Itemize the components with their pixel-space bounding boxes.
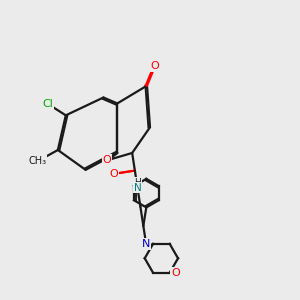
- Text: O: O: [103, 155, 111, 165]
- Text: N: N: [134, 183, 141, 193]
- Text: Cl: Cl: [42, 99, 53, 109]
- Text: O: O: [109, 169, 118, 179]
- Text: N: N: [142, 239, 151, 249]
- Text: CH₃: CH₃: [28, 156, 46, 166]
- Text: O: O: [171, 268, 180, 278]
- Text: O: O: [151, 61, 159, 71]
- Text: H: H: [134, 178, 141, 187]
